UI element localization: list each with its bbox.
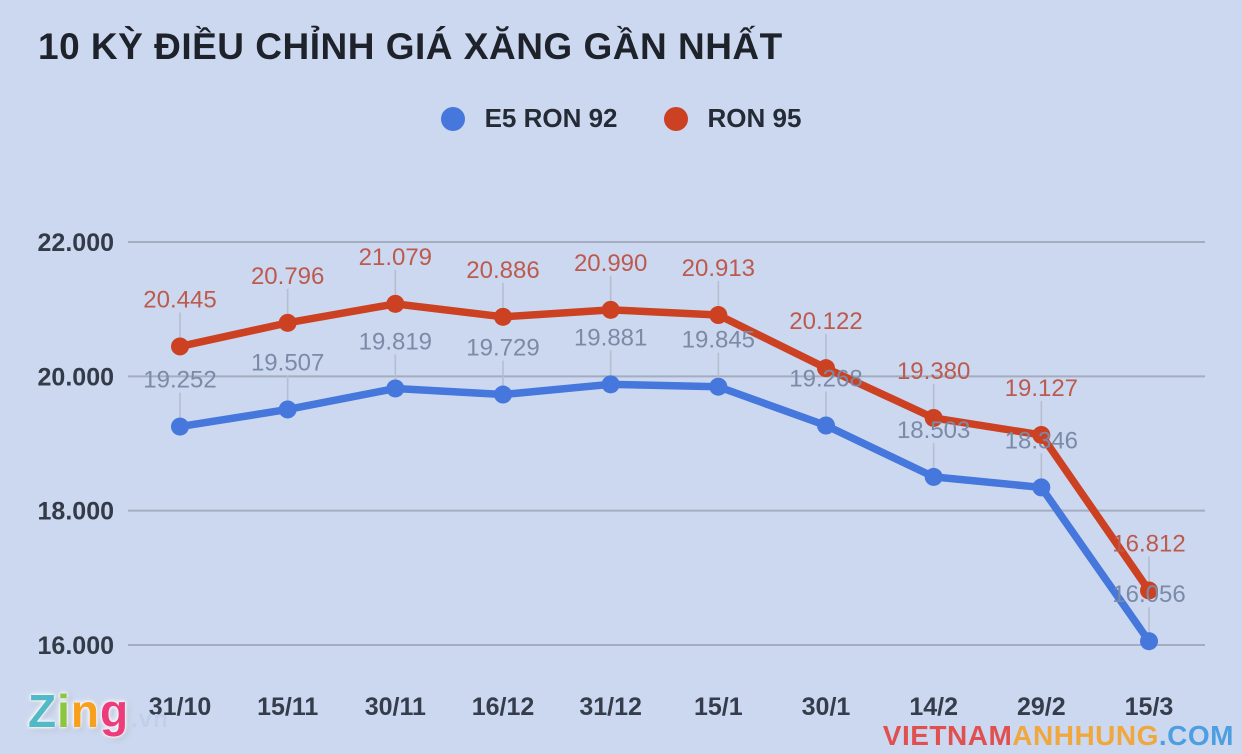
data-point-label: 20.796 — [251, 263, 324, 290]
x-axis-tick-label: 15/1 — [694, 693, 743, 721]
data-point-label: 21.079 — [359, 244, 432, 271]
data-point-ron-95 — [601, 300, 620, 319]
legend-swatch-ron-95 — [663, 106, 688, 131]
data-point-e5-ron-92 — [1032, 478, 1051, 497]
data-point-label: 16.812 — [1112, 530, 1185, 557]
data-point-label: 19.252 — [143, 367, 216, 394]
data-point-label: 19.845 — [682, 327, 755, 354]
y-axis-tick-label: 16.000 — [38, 632, 114, 660]
data-point-e5-ron-92 — [494, 385, 512, 404]
data-point-e5-ron-92 — [278, 400, 297, 419]
legend-item-e5-ron-92: E5 RON 92 — [440, 103, 618, 134]
data-point-label: 20.990 — [574, 250, 647, 277]
data-point-label: 16.056 — [1112, 581, 1185, 608]
data-point-ron-95 — [386, 294, 405, 313]
data-point-e5-ron-92 — [601, 375, 620, 394]
watermark-segment: ANHHUNG — [1012, 720, 1159, 751]
logo-letter: Z — [28, 685, 58, 737]
logo-letter: n — [70, 685, 100, 737]
data-point-ron-95 — [817, 359, 835, 378]
data-point-label: 19.380 — [897, 358, 970, 385]
data-point-e5-ron-92 — [171, 417, 189, 436]
series-line-e5-ron-92 — [176, 380, 1153, 645]
data-point-e5-ron-92 — [817, 416, 835, 435]
series-line-ron-95 — [176, 300, 1153, 595]
chart-title: 10 KỲ ĐIỀU CHỈNH GIÁ XĂNG GẦN NHẤT — [38, 26, 783, 67]
logo-suffix: .vn — [131, 706, 169, 733]
data-point-label: 20.913 — [682, 255, 755, 282]
data-point-ron-95 — [924, 408, 943, 427]
logo-letter: g — [100, 685, 130, 737]
data-point-label: 20.445 — [143, 286, 216, 313]
data-point-ron-95 — [278, 313, 297, 332]
watermark-segment: .COM — [1158, 720, 1234, 751]
data-point-ron-95 — [1032, 425, 1051, 444]
data-point-ron-95 — [171, 337, 189, 356]
data-point-label: 19.819 — [359, 328, 432, 355]
data-point-label: 19.729 — [466, 335, 539, 362]
x-axis-tick-label: 31/10 — [149, 693, 212, 721]
data-point-ron-95 — [494, 307, 512, 326]
data-point-e5-ron-92 — [924, 467, 943, 486]
x-axis-tick-label: 15/11 — [257, 693, 318, 721]
y-axis-tick-label: 20.000 — [38, 363, 114, 391]
data-point-label: 19.127 — [1005, 375, 1078, 402]
x-axis-tick-label: 31/12 — [579, 693, 642, 721]
data-point-label: 19.507 — [251, 349, 324, 376]
data-point-ron-95 — [709, 306, 728, 325]
data-point-ron-95 — [1140, 581, 1158, 600]
zing-logo: Zing.vn — [28, 684, 169, 738]
data-point-label: 19.268 — [789, 365, 862, 392]
data-point-label: 19.881 — [574, 324, 647, 351]
watermark-segment: VIETNAM — [882, 720, 1013, 751]
data-point-e5-ron-92 — [709, 377, 728, 396]
x-axis-tick-label: 16/12 — [472, 693, 535, 721]
data-point-e5-ron-92 — [1140, 632, 1158, 651]
y-axis-tick-label: 22.000 — [38, 229, 114, 257]
data-point-label: 18.346 — [1005, 427, 1078, 454]
logo-letter: i — [57, 685, 71, 737]
legend-label: E5 RON 92 — [484, 103, 618, 133]
x-axis-tick-label: 29/2 — [1017, 693, 1066, 721]
legend-swatch-e5-ron-92 — [440, 106, 465, 131]
y-axis-tick-label: 18.000 — [38, 498, 114, 526]
x-axis-tick-label: 15/3 — [1125, 693, 1174, 721]
x-axis-tick-label: 30/11 — [365, 693, 426, 721]
legend-label: RON 95 — [707, 103, 802, 133]
data-point-label: 20.122 — [789, 308, 862, 335]
legend-item-ron-95: RON 95 — [663, 103, 802, 134]
site-watermark: VIETNAMANHHUNG.COM — [883, 720, 1234, 752]
data-point-label: 20.886 — [466, 257, 539, 284]
data-point-label: 18.503 — [897, 417, 970, 444]
data-point-e5-ron-92 — [386, 379, 405, 398]
x-axis-tick-label: 30/1 — [802, 693, 851, 721]
legend: E5 RON 92 RON 95 — [0, 103, 1242, 134]
x-axis-tick-label: 14/2 — [909, 693, 958, 721]
